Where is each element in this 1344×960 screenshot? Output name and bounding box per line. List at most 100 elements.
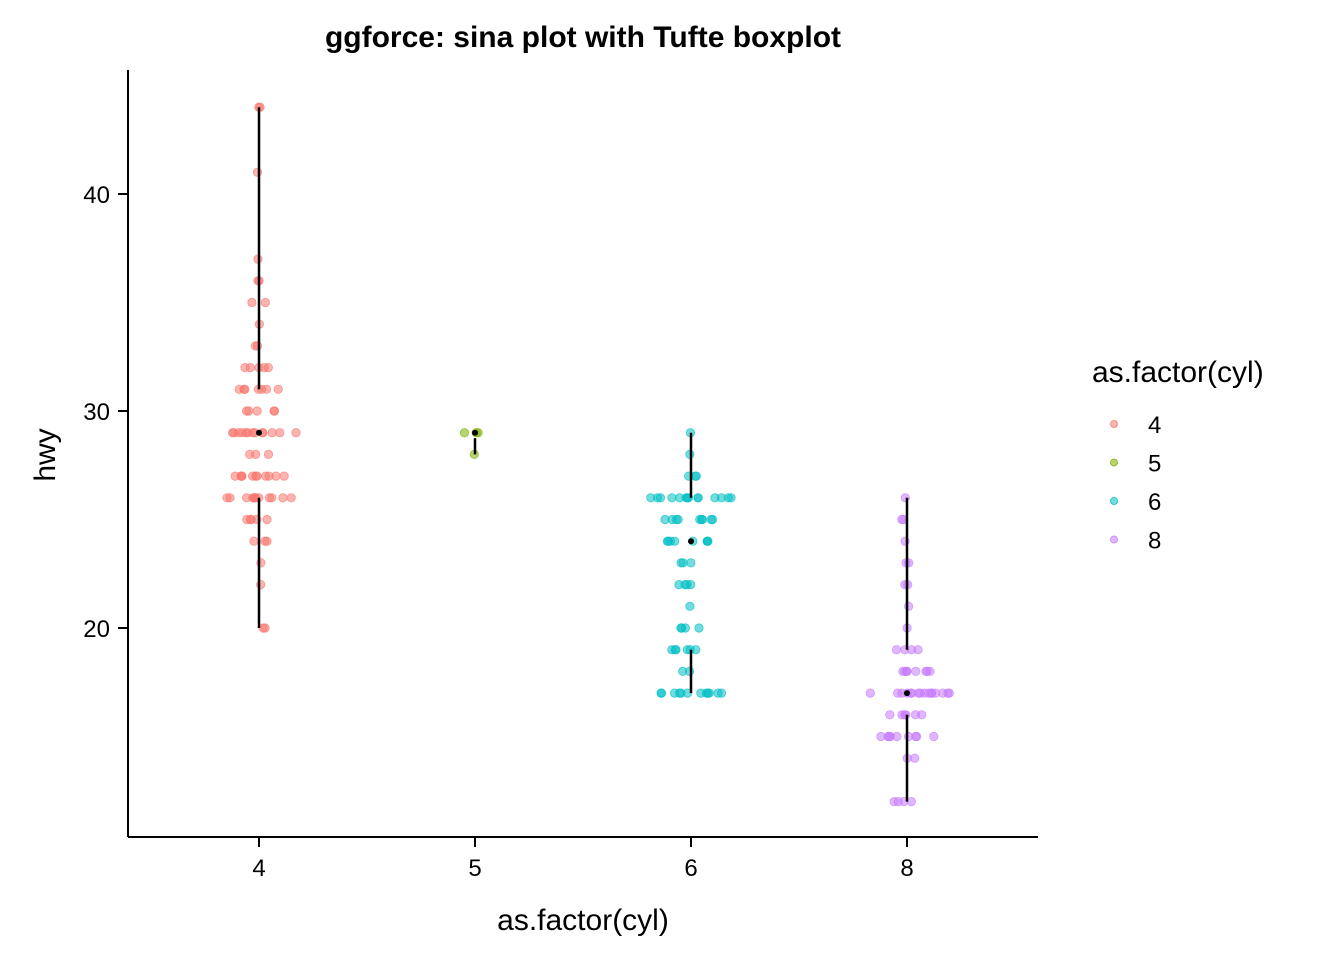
data-point xyxy=(279,471,289,481)
data-point xyxy=(262,536,272,546)
data-point xyxy=(686,558,696,568)
data-point xyxy=(249,536,259,546)
data-point xyxy=(865,688,875,698)
data-point xyxy=(267,428,277,438)
data-point xyxy=(906,796,916,807)
data-point xyxy=(685,601,695,611)
plot-area xyxy=(222,102,954,807)
data-point xyxy=(710,493,720,503)
legend-item-6: 6 xyxy=(1110,489,1161,516)
chart-title: ggforce: sina plot with Tufte boxplot xyxy=(325,21,841,54)
legend-key xyxy=(1110,420,1118,428)
data-point xyxy=(222,493,232,503)
data-point xyxy=(244,406,254,416)
data-point xyxy=(263,449,274,459)
x-axis-title: as.factor(cyl) xyxy=(497,904,669,937)
y-tick-label: 40 xyxy=(83,182,110,209)
data-point xyxy=(236,471,246,481)
legend-key xyxy=(1110,458,1118,467)
x-tick-label: 5 xyxy=(468,855,481,882)
data-point xyxy=(275,428,285,438)
data-point xyxy=(911,666,921,677)
data-point xyxy=(893,796,903,807)
legend: as.factor(cyl) 4 5 6 8 xyxy=(1092,356,1264,555)
data-point xyxy=(694,623,704,633)
x-axis-ticks: 4 5 6 8 xyxy=(252,837,914,882)
data-point xyxy=(656,688,667,698)
data-point xyxy=(677,623,687,633)
data-point xyxy=(693,493,703,503)
data-point xyxy=(459,428,470,438)
data-point xyxy=(904,601,914,611)
legend-key xyxy=(1110,497,1118,505)
data-point xyxy=(695,514,705,525)
series-5 xyxy=(459,428,483,459)
median-point xyxy=(256,429,262,436)
data-point xyxy=(926,688,937,698)
data-point xyxy=(671,514,681,525)
y-axis-ticks: 20 30 40 xyxy=(83,182,128,643)
data-point xyxy=(662,536,673,546)
data-point xyxy=(264,471,274,481)
data-point xyxy=(903,731,914,742)
legend-item-5: 5 xyxy=(1110,451,1161,478)
data-point xyxy=(676,558,686,568)
data-point xyxy=(691,471,701,481)
legend-label: 5 xyxy=(1148,451,1161,478)
series-6 xyxy=(646,428,736,698)
data-point xyxy=(921,666,931,677)
y-tick-label: 30 xyxy=(83,399,110,426)
data-point xyxy=(943,688,953,698)
legend-item-8: 8 xyxy=(1110,528,1161,555)
data-point xyxy=(906,645,917,655)
x-tick-label: 8 xyxy=(900,855,913,882)
data-point xyxy=(891,645,902,655)
data-point xyxy=(682,579,692,590)
data-point xyxy=(703,536,713,546)
data-point xyxy=(242,514,252,525)
legend-title: as.factor(cyl) xyxy=(1092,356,1264,389)
data-point xyxy=(676,688,686,698)
data-point xyxy=(264,493,274,503)
data-point xyxy=(893,688,903,698)
data-point xyxy=(655,493,666,503)
data-point xyxy=(242,493,252,503)
data-point xyxy=(251,471,261,481)
data-point xyxy=(892,731,902,742)
data-point xyxy=(273,384,283,394)
legend-item-4: 4 xyxy=(1110,412,1161,439)
legend-label: 4 xyxy=(1148,412,1161,439)
median-point xyxy=(688,538,694,545)
series-4 xyxy=(222,102,301,633)
data-point xyxy=(228,428,238,438)
data-point xyxy=(245,449,255,459)
data-point xyxy=(245,362,255,373)
data-point xyxy=(678,666,688,677)
x-tick-label: 4 xyxy=(252,855,265,882)
data-point xyxy=(885,710,895,720)
data-point xyxy=(706,514,716,525)
data-point xyxy=(915,688,925,698)
legend-label: 8 xyxy=(1148,528,1161,555)
data-point xyxy=(247,297,257,308)
series-8 xyxy=(865,493,954,807)
data-point xyxy=(234,384,244,394)
y-axis-title: hwy xyxy=(29,428,62,481)
legend-label: 6 xyxy=(1148,489,1161,516)
data-point xyxy=(876,731,886,742)
median-point xyxy=(472,429,478,436)
data-point xyxy=(269,406,279,416)
x-tick-label: 6 xyxy=(684,855,697,882)
data-point xyxy=(252,406,262,416)
data-point xyxy=(726,493,736,503)
median-point xyxy=(904,690,910,697)
data-point xyxy=(713,688,723,698)
data-point xyxy=(674,579,684,590)
legend-key xyxy=(1110,535,1118,544)
data-point xyxy=(243,428,253,438)
y-tick-label: 20 xyxy=(83,616,110,643)
data-point xyxy=(696,688,706,698)
data-point xyxy=(278,493,288,503)
data-point xyxy=(902,666,912,677)
